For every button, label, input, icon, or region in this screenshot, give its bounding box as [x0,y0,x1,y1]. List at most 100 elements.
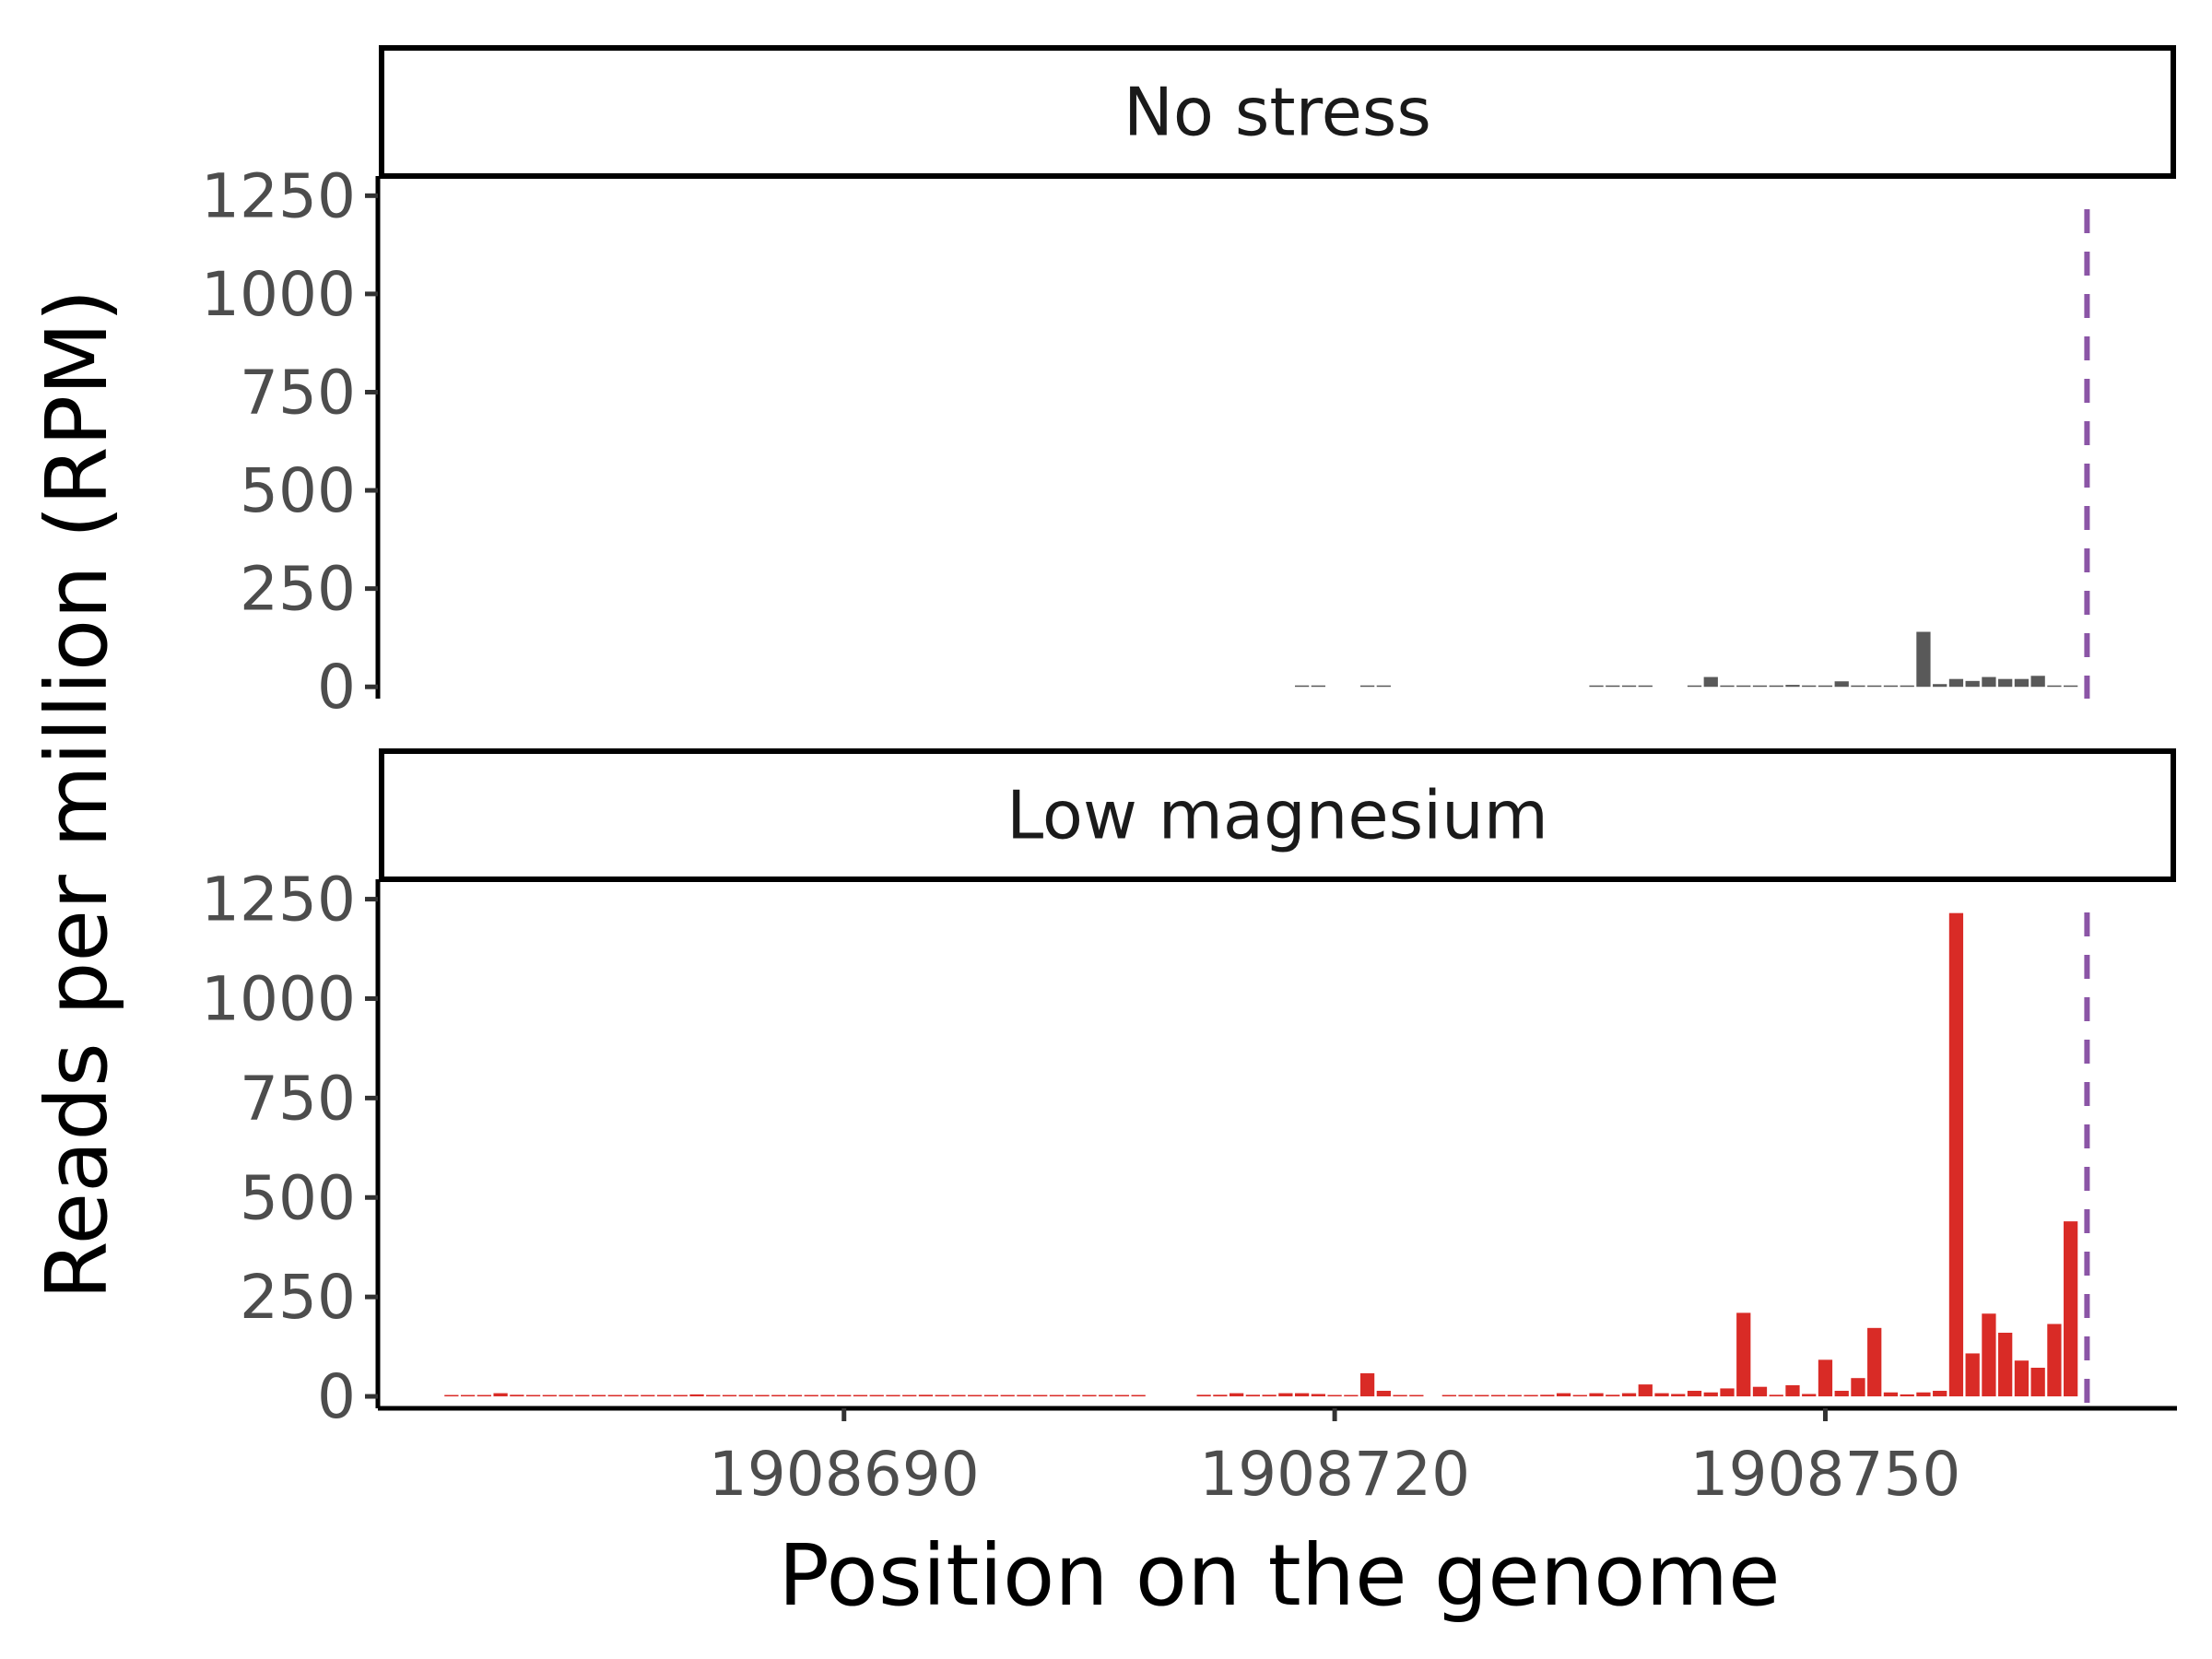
bar [983,1394,999,1397]
bar [1818,1359,1833,1397]
y-tick-label: 1250 [201,160,356,231]
bar [2030,1367,2045,1397]
bar [1441,1394,1456,1397]
bar [1524,1394,1538,1397]
bar [1703,677,1718,688]
bar [624,1394,639,1397]
bar [2030,676,2045,688]
bar [1572,1394,1587,1397]
bar [1359,685,1375,688]
bar [1033,1394,1048,1397]
bar [1965,1353,1980,1397]
bar [869,1394,884,1397]
bar [1458,1394,1473,1397]
bar [2014,678,2030,688]
bar [1196,1394,1211,1397]
bar [738,1394,753,1397]
bar [1802,685,1817,688]
bar [1490,1394,1506,1397]
panel-2: Low magnesium 0 250 500 750 1000 1250 [201,748,2176,1432]
bar [1017,1394,1031,1397]
bar [1131,1394,1146,1397]
facet-strip [379,45,2176,179]
bar [1736,685,1751,688]
bar [444,1394,459,1397]
bar [1851,1378,1865,1397]
bar [1654,1393,1669,1397]
bar [1000,1394,1015,1397]
bar [1099,1394,1113,1397]
bar [1376,1391,1391,1397]
bar [1982,677,1996,688]
bar [706,1394,721,1397]
bar [493,1393,508,1397]
bar [641,1394,655,1397]
bar [1998,1333,2013,1397]
bar [1114,1394,1130,1397]
bar [1262,1394,1277,1397]
bar [1867,685,1882,688]
bar [1507,1394,1522,1397]
bar [1278,1393,1293,1397]
bar [1540,1394,1555,1397]
bar [1948,912,1964,1397]
bar [1556,1393,1571,1397]
bar [853,1394,868,1397]
bar [1834,1391,1849,1397]
bar-series [1294,631,2078,688]
bar [1818,685,1833,688]
bar [1621,685,1637,688]
bar [1720,685,1735,688]
bar [1720,1388,1735,1397]
bar [968,1394,982,1397]
y-tick-label: 750 [240,1063,356,1134]
bar [1359,1373,1375,1397]
bar [1867,1327,1882,1397]
bar [525,1394,541,1397]
bar [1687,1391,1702,1397]
bar [689,1394,704,1397]
bar [1900,685,1914,688]
x-tick-label: 1908750 [1689,1439,1960,1510]
bar [722,1394,737,1397]
bar [1606,1394,1620,1397]
bar [673,1394,688,1397]
x-axis-title: Position on the genome [778,1526,1780,1625]
y-axis-title: Reads per million (RPM) [28,289,126,1300]
bar [1376,685,1391,688]
panel-1: No stress 0 250 500 750 1000 1250 [201,45,2176,723]
bar [820,1394,835,1397]
bar [1998,678,2013,688]
bar [1638,1384,1653,1397]
bar [1589,685,1604,688]
bar [787,1394,803,1397]
bar [1703,1392,1718,1397]
bar [1606,685,1620,688]
bar [1851,685,1865,688]
bar [1065,1394,1080,1397]
bar [1916,631,1931,688]
bar [1785,685,1800,688]
y-tick-label: 250 [240,554,356,625]
bar [1736,1312,1751,1397]
bar [1834,681,1849,688]
bar [1049,1394,1065,1397]
bar-series [444,912,2078,1397]
bar [1982,1313,1996,1397]
bar [1965,680,1980,688]
y-tick-label: 0 [317,652,356,723]
y-tick-label: 500 [240,1162,356,1233]
bar [1294,685,1310,688]
bar [1883,1392,1899,1397]
bar [656,1394,672,1397]
y-tick-label: 1000 [201,259,356,330]
bar [1752,1386,1768,1397]
bar [1393,1394,1407,1397]
bar [886,1394,900,1397]
facet-strip-label: Low magnesium [1006,777,1548,854]
bar [1883,685,1899,688]
bar [1082,1394,1097,1397]
bar [2064,1221,2078,1397]
y-tick-label: 750 [240,357,356,428]
